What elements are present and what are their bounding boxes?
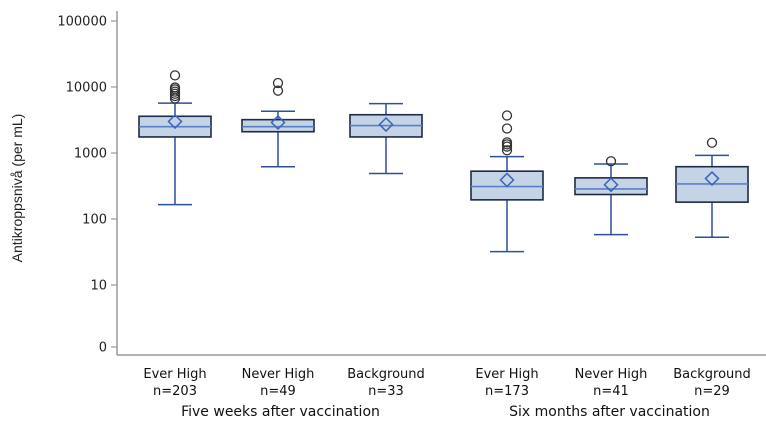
- mean-marker: [378, 116, 394, 133]
- mean-marker: [270, 114, 286, 131]
- x-axis-labels: Ever High n=203 Never High n=49 Background n=…: [143, 367, 750, 420]
- axes: [116, 11, 766, 356]
- x-group-label: Five weeks after vaccination: [181, 404, 380, 420]
- outlier-point: [501, 145, 513, 156]
- mean-marker: [167, 113, 183, 130]
- y-tick-label: 0: [99, 341, 107, 356]
- x-n-label: n=203: [153, 384, 197, 399]
- y-axis-ticks: 0 10 100 1000 10000 100000: [57, 15, 117, 356]
- y-axis-label: Antikroppsnivå (per mL): [9, 114, 25, 263]
- x-n-label: n=29: [694, 384, 730, 399]
- outlier-point: [605, 156, 617, 167]
- x-n-label: n=33: [368, 384, 404, 399]
- boxes: [138, 70, 749, 253]
- mean-marker: [603, 177, 619, 193]
- box-4: [470, 110, 544, 253]
- x-category-label: Ever High: [475, 367, 538, 382]
- x-category-label: Never High: [242, 367, 315, 382]
- outlier-point: [501, 123, 513, 134]
- x-category-label: Background: [673, 367, 751, 382]
- y-tick-label: 100000: [57, 15, 107, 30]
- x-category-label: Never High: [575, 367, 648, 382]
- y-tick-label: 100: [82, 213, 107, 228]
- outlier-point: [169, 70, 181, 81]
- box-2: [241, 77, 315, 168]
- box-3: [349, 102, 423, 175]
- mean-marker: [499, 172, 515, 188]
- box-5: [574, 156, 648, 236]
- outlier-point: [501, 139, 513, 150]
- outlier-point: [169, 82, 181, 93]
- y-tick-label: 10000: [66, 81, 107, 96]
- outlier-point: [501, 110, 513, 121]
- outlier-point: [272, 85, 284, 96]
- box-6: [675, 137, 749, 238]
- x-category-label: Background: [347, 367, 425, 382]
- x-group-label: Six months after vaccination: [509, 404, 710, 420]
- outlier-point: [706, 137, 718, 148]
- box-1: [138, 70, 212, 206]
- x-n-label: n=41: [593, 384, 629, 399]
- y-tick-label: 10: [90, 279, 107, 294]
- y-tick-label: 1000: [74, 147, 107, 162]
- interquartile-box: [241, 118, 315, 133]
- x-category-label: Ever High: [143, 367, 206, 382]
- mean-marker: [704, 170, 720, 187]
- x-n-label: n=173: [485, 384, 529, 399]
- outlier-point: [272, 77, 284, 89]
- outlier-point: [501, 137, 513, 148]
- x-n-label: n=49: [260, 384, 296, 399]
